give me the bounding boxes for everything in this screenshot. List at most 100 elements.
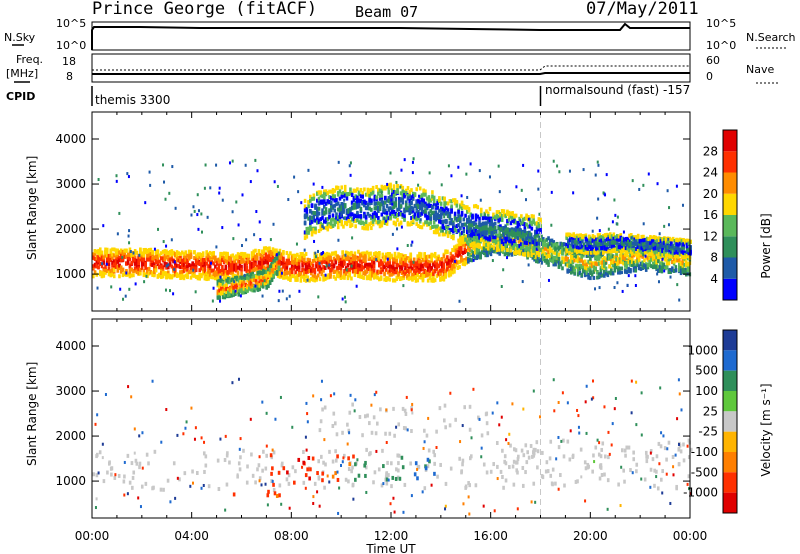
power-cell	[282, 249, 285, 254]
power-cell	[618, 259, 622, 264]
power-cell	[217, 263, 221, 268]
power-cell	[156, 260, 160, 265]
power-cell	[460, 242, 463, 247]
power-cell	[249, 284, 253, 289]
power-cell	[253, 288, 256, 293]
power-cell	[589, 276, 592, 281]
power-cell	[364, 269, 367, 274]
power-cell	[381, 262, 385, 267]
power-cell	[425, 220, 429, 225]
power-cell	[320, 256, 324, 261]
power-cell	[230, 289, 234, 294]
power-cell	[395, 259, 399, 264]
power-cell	[445, 201, 448, 206]
power-cell	[487, 250, 491, 255]
power-cell	[650, 264, 653, 269]
power-cell	[111, 268, 114, 273]
power-cell	[126, 260, 130, 265]
power-cell	[336, 271, 339, 276]
power-cell	[265, 281, 269, 286]
power-cell	[135, 250, 139, 255]
power-cell	[247, 282, 251, 287]
power-cell	[566, 257, 570, 262]
power-cell	[311, 274, 315, 279]
power-cell	[613, 260, 617, 265]
power-cell	[104, 270, 107, 275]
power-cell	[548, 238, 552, 243]
power-cell	[376, 258, 379, 263]
power-cell	[100, 264, 104, 269]
power-cell	[384, 208, 387, 213]
power-cell	[434, 226, 438, 231]
power-cell	[332, 256, 336, 261]
power-cell	[439, 226, 443, 231]
power-cell	[146, 248, 149, 253]
power-cell	[212, 275, 215, 280]
power-cell	[290, 269, 294, 274]
power-cell	[386, 270, 390, 275]
power-cell	[601, 264, 604, 269]
power-cell	[395, 263, 399, 268]
power-cell	[328, 195, 331, 200]
power-cell	[311, 263, 315, 268]
power-cell	[198, 254, 201, 259]
power-cell	[355, 270, 358, 275]
power-cell	[541, 257, 545, 262]
power-cell	[343, 188, 347, 193]
power-cell	[478, 229, 481, 234]
power-cell	[382, 218, 385, 223]
power-cell	[156, 274, 160, 279]
power-cell	[277, 262, 281, 267]
power-cell	[385, 267, 388, 272]
power-cell	[248, 266, 252, 271]
power-cell	[297, 265, 301, 270]
power-cell	[496, 250, 500, 255]
power-cell	[368, 197, 371, 202]
power-cell	[420, 205, 424, 210]
power-cell	[319, 200, 323, 205]
power-cell	[409, 276, 413, 281]
power-cell	[497, 247, 500, 252]
power-cell	[431, 211, 434, 216]
power-cell	[290, 274, 294, 279]
power-cell	[322, 277, 325, 282]
power-cell	[403, 194, 406, 199]
power-cell	[236, 254, 240, 259]
power-cell	[496, 237, 500, 242]
power-cell	[319, 227, 323, 232]
power-cell	[466, 259, 470, 264]
power-cell	[335, 215, 338, 220]
power-cell	[423, 270, 426, 275]
power-cell	[314, 228, 317, 233]
power-cell	[455, 200, 459, 205]
power-cell	[398, 265, 402, 270]
power-cell	[339, 268, 343, 273]
power-cell	[285, 250, 289, 255]
power-cell	[269, 250, 273, 255]
power-cell	[294, 270, 297, 275]
power-cell	[372, 272, 376, 277]
power-cell	[329, 189, 333, 194]
power-cell	[333, 188, 337, 193]
power-cell	[536, 256, 540, 261]
power-cell	[478, 235, 481, 240]
power-cell	[465, 260, 468, 265]
power-cell	[433, 260, 437, 265]
power-cell	[399, 197, 403, 202]
power-cell	[391, 188, 394, 193]
power-cell	[576, 272, 580, 277]
power-cell	[329, 263, 332, 268]
power-cell	[118, 263, 121, 268]
power-cell	[464, 237, 467, 242]
power-cell	[411, 194, 415, 199]
power-cell	[448, 216, 452, 221]
power-cell	[303, 220, 307, 225]
power-cell	[263, 274, 267, 279]
power-cell	[559, 250, 563, 255]
power-cell	[407, 268, 411, 273]
power-cell	[331, 213, 335, 218]
power-cell	[280, 268, 283, 273]
power-cell	[400, 263, 404, 268]
power-cell	[373, 214, 377, 219]
freq-label: Freq.	[16, 53, 43, 66]
